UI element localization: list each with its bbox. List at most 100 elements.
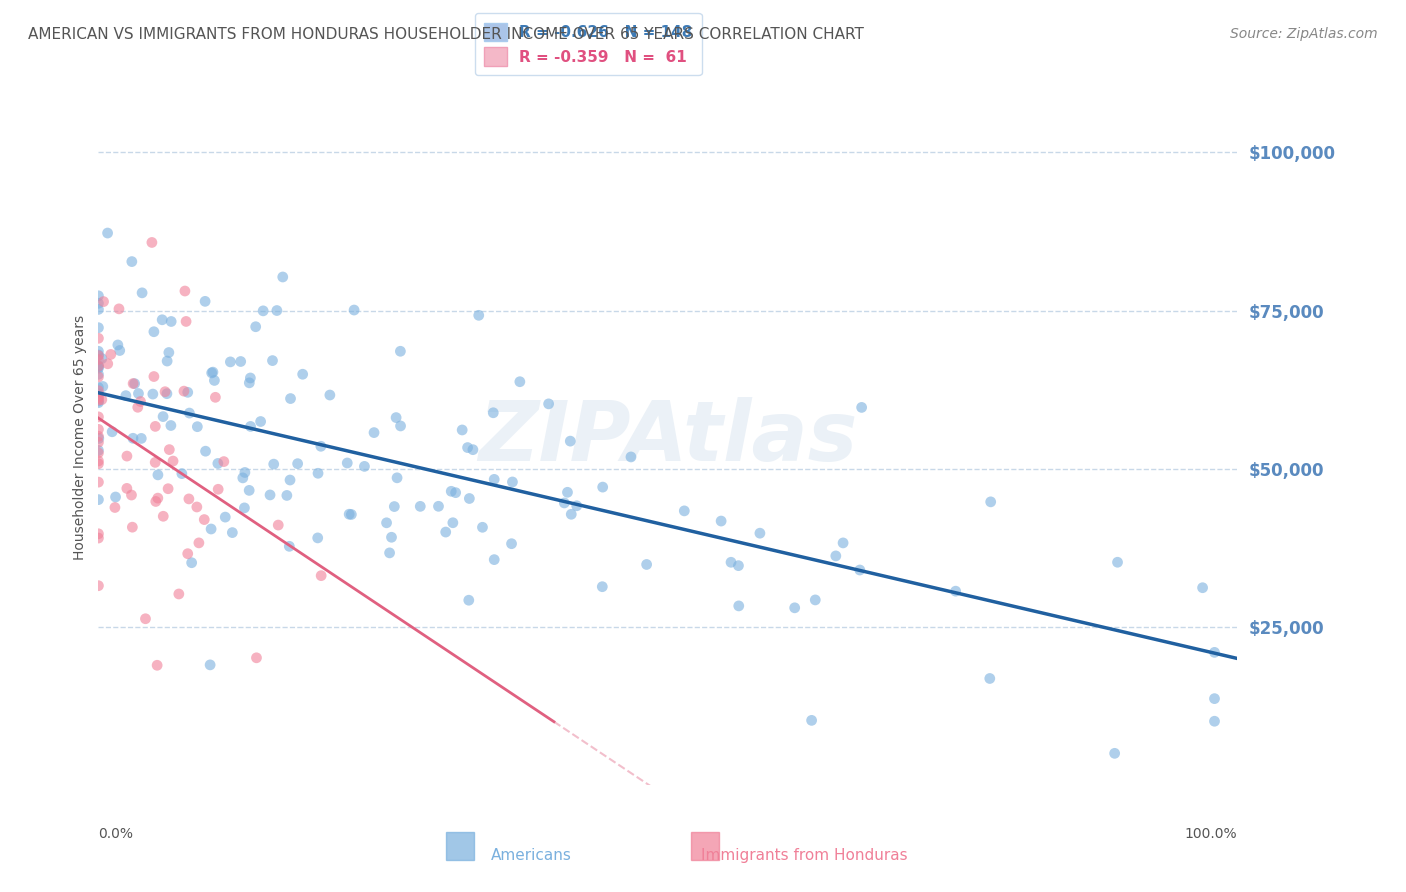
Point bbox=[560, 434, 582, 449]
Point bbox=[100, 347, 122, 361]
Point bbox=[141, 235, 163, 250]
Point bbox=[851, 401, 873, 415]
Point bbox=[177, 385, 200, 400]
Point bbox=[87, 361, 110, 376]
Point bbox=[142, 387, 165, 401]
Point bbox=[378, 546, 401, 560]
Point bbox=[180, 556, 202, 570]
Point bbox=[832, 536, 855, 550]
Point bbox=[87, 579, 110, 593]
Point bbox=[620, 450, 643, 464]
Point bbox=[122, 431, 145, 445]
Point bbox=[291, 368, 314, 382]
Point bbox=[482, 406, 505, 420]
Point bbox=[591, 580, 613, 594]
Point bbox=[143, 455, 166, 469]
Point bbox=[592, 480, 614, 494]
Point bbox=[87, 531, 110, 545]
Point bbox=[93, 294, 115, 309]
Point bbox=[150, 312, 173, 326]
Point bbox=[167, 587, 190, 601]
Point bbox=[108, 301, 131, 316]
Point bbox=[143, 419, 166, 434]
Point bbox=[468, 308, 491, 322]
Point bbox=[87, 443, 110, 458]
Y-axis label: Householder Income Over 65 years: Householder Income Over 65 years bbox=[73, 315, 87, 559]
Point bbox=[501, 537, 523, 551]
Point bbox=[259, 488, 281, 502]
Point bbox=[458, 491, 481, 506]
Point bbox=[219, 355, 242, 369]
Point bbox=[266, 303, 288, 318]
Point bbox=[441, 516, 464, 530]
Point bbox=[343, 303, 366, 318]
Point bbox=[87, 369, 110, 384]
Point bbox=[87, 429, 110, 443]
Point bbox=[427, 500, 450, 514]
Point bbox=[553, 496, 575, 510]
Point bbox=[87, 432, 110, 446]
Point bbox=[287, 457, 309, 471]
Point bbox=[97, 357, 120, 371]
Point bbox=[945, 584, 967, 599]
Point bbox=[87, 422, 110, 436]
Point bbox=[849, 563, 872, 577]
Point bbox=[87, 526, 110, 541]
Point bbox=[87, 289, 110, 303]
Point bbox=[87, 409, 110, 424]
Point bbox=[198, 657, 221, 672]
Point bbox=[979, 672, 1001, 686]
Point bbox=[97, 226, 120, 240]
Point bbox=[87, 393, 110, 408]
Point bbox=[115, 449, 138, 463]
Point bbox=[87, 348, 110, 362]
Point bbox=[87, 359, 110, 374]
Point bbox=[980, 495, 1002, 509]
Point bbox=[238, 376, 260, 390]
Point bbox=[252, 303, 274, 318]
Point bbox=[124, 376, 146, 391]
Bar bbox=[446, 832, 474, 860]
Point bbox=[142, 325, 165, 339]
Point bbox=[204, 390, 226, 404]
Point bbox=[233, 466, 256, 480]
Point bbox=[501, 475, 523, 489]
Point bbox=[727, 558, 749, 573]
Point bbox=[267, 518, 290, 533]
Point bbox=[232, 471, 254, 485]
Point bbox=[233, 500, 256, 515]
Point bbox=[262, 353, 284, 368]
Point bbox=[160, 314, 183, 328]
Point bbox=[127, 401, 149, 415]
Point bbox=[194, 294, 217, 309]
Point bbox=[457, 593, 479, 607]
Text: Source: ZipAtlas.com: Source: ZipAtlas.com bbox=[1230, 27, 1378, 41]
Point bbox=[152, 409, 174, 424]
Point bbox=[385, 471, 408, 485]
Point bbox=[389, 419, 412, 434]
Point bbox=[380, 530, 402, 544]
Point bbox=[557, 485, 579, 500]
Point bbox=[385, 410, 408, 425]
Point bbox=[307, 531, 329, 545]
Point bbox=[245, 650, 267, 665]
Point bbox=[129, 394, 152, 409]
Point bbox=[194, 444, 217, 458]
Point bbox=[800, 714, 823, 728]
Point bbox=[307, 467, 329, 481]
Point bbox=[337, 507, 360, 521]
Point bbox=[375, 516, 398, 530]
Point bbox=[87, 454, 110, 468]
Point bbox=[87, 492, 110, 507]
Point bbox=[91, 379, 114, 393]
Point bbox=[201, 365, 224, 379]
Point bbox=[152, 509, 174, 524]
Point bbox=[142, 369, 165, 384]
Point bbox=[565, 499, 588, 513]
Point bbox=[122, 376, 145, 391]
Point bbox=[309, 439, 332, 453]
Point bbox=[134, 612, 156, 626]
Legend: R = -0.626   N = 148, R = -0.359   N =  61: R = -0.626 N = 148, R = -0.359 N = 61 bbox=[475, 13, 702, 75]
Point bbox=[202, 374, 225, 388]
Point bbox=[146, 491, 169, 505]
